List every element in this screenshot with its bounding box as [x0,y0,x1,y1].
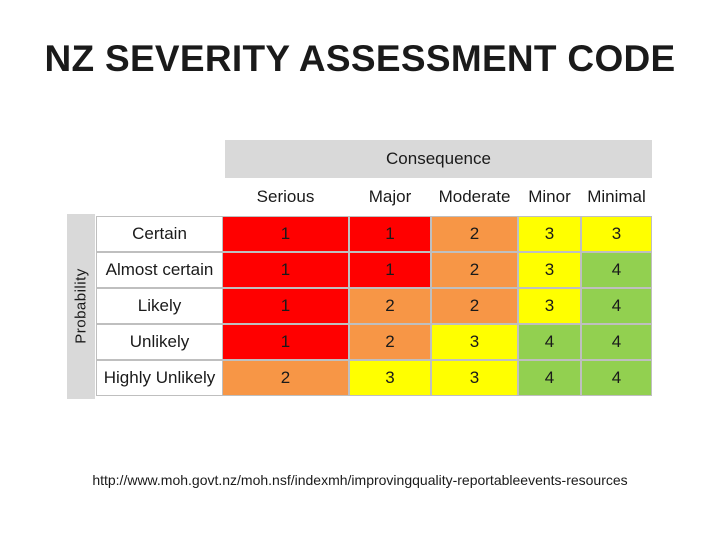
severity-cell: 4 [518,360,581,396]
severity-cell: 4 [581,252,652,288]
severity-cell: 1 [222,252,349,288]
severity-cell: 3 [431,324,518,360]
severity-cell: 4 [518,324,581,360]
severity-cell: 2 [222,360,349,396]
row-header-unlikely: Unlikely [96,324,222,360]
row-header-almost-certain: Almost certain [96,252,222,288]
severity-cell: 4 [581,324,652,360]
severity-cell: 1 [222,288,349,324]
consequence-header: Consequence [225,140,652,178]
page-title: NZ SEVERITY ASSESSMENT CODE [44,38,676,79]
severity-cell: 2 [349,324,431,360]
severity-cell: 3 [518,216,581,252]
row-header-likely: Likely [96,288,222,324]
column-header-serious: Serious [256,187,315,206]
severity-cell: 2 [431,216,518,252]
severity-cell: 2 [431,288,518,324]
severity-cell: 1 [349,252,431,288]
severity-cell: 3 [581,216,652,252]
row-header-highly-unlikely: Highly Unlikely [96,360,222,396]
severity-cell: 4 [581,288,652,324]
severity-cell: 3 [518,288,581,324]
probability-label: Probability [72,268,90,344]
severity-cell: 3 [518,252,581,288]
row-header-certain: Certain [96,216,222,252]
column-header-minimal: Minimal [587,187,646,206]
column-header-moderate: Moderate [438,187,511,206]
severity-cell: 1 [349,216,431,252]
source-link[interactable]: http://www.moh.govt.nz/moh.nsf/indexmh/i… [92,472,628,488]
column-header-minor: Minor [528,187,571,206]
severity-cell: 2 [349,288,431,324]
severity-cell: 3 [349,360,431,396]
column-header-major: Major [368,187,412,206]
severity-cell: 1 [222,216,349,252]
severity-cell: 3 [431,360,518,396]
severity-cell: 1 [222,324,349,360]
severity-cell: 4 [581,360,652,396]
probability-band [67,214,95,399]
severity-cell: 2 [431,252,518,288]
